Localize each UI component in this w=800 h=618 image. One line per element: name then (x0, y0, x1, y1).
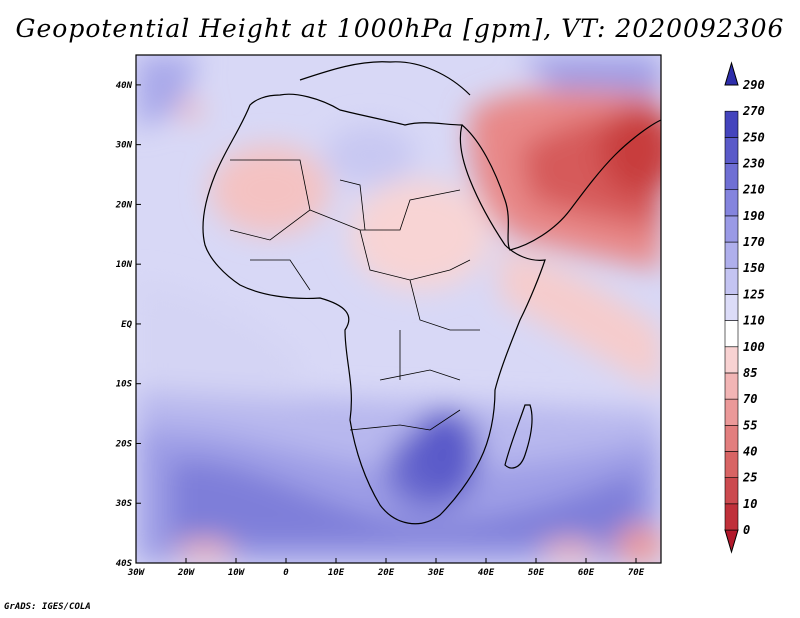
x-tick-label: 0 (283, 568, 289, 578)
map-plot-area (136, 55, 661, 563)
colorbar-segment (724, 215, 739, 243)
colorbar-segment (724, 477, 739, 505)
x-tick-label: 20W (177, 568, 196, 578)
y-tick-label: 30S (115, 499, 133, 509)
colorbar-label: 190 (743, 209, 765, 223)
x-tick-label: 30W (127, 568, 146, 578)
colorbar-max-triangle (724, 61, 739, 86)
y-tick-label: 10S (116, 380, 133, 390)
colorbar-label: 170 (743, 235, 765, 249)
colorbar-segment (724, 137, 739, 164)
colorbar-label: 250 (742, 130, 765, 144)
colorbar-label: 125 (743, 287, 765, 301)
x-tick-label: 10E (328, 568, 345, 578)
x-tick-label: 50E (528, 568, 545, 578)
y-axis: 40S 30S 20S 10S EQ 10N 20N 30N 40N (115, 81, 141, 569)
y-tick-label: 30N (115, 141, 133, 151)
colorbar-segment (724, 267, 739, 295)
x-tick-label: 40E (478, 568, 495, 578)
colorbar-segment (724, 320, 739, 348)
colorbar-segment (724, 398, 739, 426)
colorbar-segment (724, 346, 739, 374)
colorbar-label: 40 (743, 444, 757, 458)
colorbar-label: 230 (742, 157, 765, 171)
colorbar-label: 210 (742, 183, 765, 197)
colorbar-label: 150 (743, 261, 765, 275)
colorbar-segment (724, 294, 739, 321)
y-tick-label: 20S (115, 439, 133, 449)
y-tick-label: EQ (121, 320, 132, 330)
colorbar-segment (724, 372, 739, 400)
x-axis: 30W 20W 10W 0 10E 20E 30E 40E 50E 60E 70E (127, 558, 645, 578)
colorbar-min-triangle (724, 529, 739, 554)
coastline (202, 61, 661, 525)
colorbar-label: 55 (743, 418, 757, 432)
colorbar-label: 290 (742, 78, 765, 92)
colorbar-segment (724, 451, 739, 478)
y-tick-label: 40S (116, 559, 133, 569)
credit-text: GrADS: IGES/COLA (4, 602, 91, 612)
colorbar-segment (724, 424, 739, 452)
colorbar-label: 25 (742, 471, 757, 485)
colorbar-segment (724, 503, 739, 531)
colorbar-label: 85 (743, 366, 757, 380)
y-tick-label: 10N (116, 260, 133, 270)
colorbar-label: 100 (743, 340, 765, 354)
x-tick-label: 10W (228, 568, 246, 578)
colorbar-segment (724, 163, 739, 191)
colorbar-label: 70 (743, 392, 757, 406)
x-tick-label: 20E (377, 568, 395, 578)
colorbar-segment (724, 241, 739, 269)
y-tick-label: 20N (115, 200, 133, 210)
colorbar-segment (724, 110, 739, 138)
chart-title: Geopotential Height at 1000hPa [gpm], VT… (15, 14, 785, 43)
x-tick-label: 30E (427, 568, 445, 578)
colorbar-label: 10 (743, 497, 757, 511)
colorbar-label: 0 (743, 523, 750, 537)
colorbar-label: 110 (743, 314, 765, 328)
plot-frame (135, 54, 662, 564)
y-tick-label: 40N (116, 81, 133, 91)
x-tick-label: 60E (578, 568, 595, 578)
x-tick-label: 70E (628, 568, 645, 578)
colorbar: 0 10 25 40 55 70 85 100 110 125 150 170 190 210 230 250… (724, 61, 765, 554)
country-borders (229, 159, 480, 431)
colorbar-segment (724, 189, 739, 217)
colorbar-label: 270 (742, 104, 765, 118)
